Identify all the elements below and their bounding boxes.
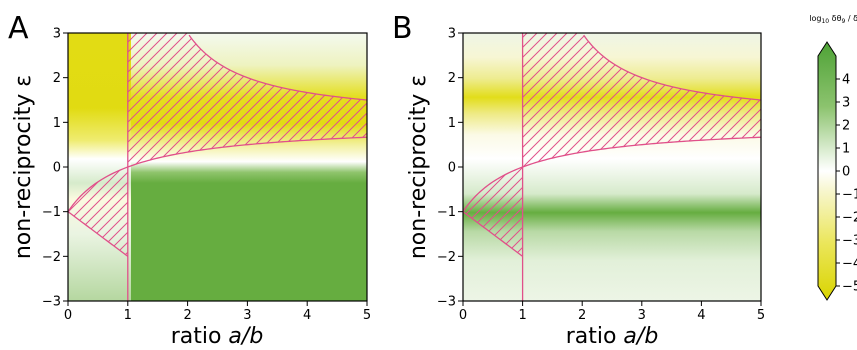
y-tick-label: 3 <box>53 27 61 42</box>
panel-b: B 0 1 2 3 4 5 3 2 1 0 −1 −2 −3 ratio a/b non-recipr… <box>392 11 765 349</box>
colorbar-tick-label: −2 <box>842 211 857 226</box>
boundary-curve-diagonal <box>67 211 129 257</box>
boundary-curve-upper <box>583 34 762 101</box>
hatched-region-right <box>522 33 761 167</box>
panel-label-b: B <box>392 11 413 46</box>
y-tick-label: 3 <box>448 27 456 42</box>
x-tick-label: 0 <box>64 308 72 323</box>
y-tick-label: −3 <box>437 295 456 310</box>
boundary-curve-diagonal <box>462 211 523 257</box>
y-tick-label: 0 <box>448 161 456 176</box>
y-axis-label-a: non-reciprocity ε <box>11 75 36 259</box>
colorbar-tick-label: 1 <box>842 142 850 157</box>
colorbar-tick-label: 0 <box>842 165 850 180</box>
colorbar-ticks: 4 3 2 1 0 −1 −2 −3 −4 −5 <box>836 73 857 295</box>
hatch-overlay-b <box>462 33 762 301</box>
x-tick-label: 3 <box>638 308 646 323</box>
y-tick-label: 2 <box>448 71 456 86</box>
colorbar-bar <box>817 41 837 301</box>
x-tick-label: 3 <box>243 308 251 323</box>
colorbar-tick-label: −3 <box>842 234 857 249</box>
y-tick-label: 1 <box>448 116 456 131</box>
y-tick-label: −1 <box>42 205 61 220</box>
colorbar-tick-label: 4 <box>842 73 850 88</box>
x-tick-label: 4 <box>697 308 705 323</box>
colorbar-label: log10 δθ9 / δθ1 <box>809 14 857 25</box>
y-axis-label-b: non-reciprocity ε <box>406 75 431 259</box>
x-tick-label: 2 <box>183 308 191 323</box>
colorbar: log10 δθ9 / δθ1 4 3 2 1 0 −1 −2 −3 −4 −5 <box>809 14 857 301</box>
y-tick-label: 2 <box>53 71 61 86</box>
y-ticks-a: 3 2 1 0 −1 −2 −3 <box>42 27 68 310</box>
colorbar-tick-label: −5 <box>842 280 857 295</box>
x-ticks-a: 0 1 2 3 4 5 <box>64 301 371 323</box>
hatch-overlay-a <box>67 33 368 301</box>
hatched-region-right <box>127 33 367 167</box>
x-tick-label: 1 <box>518 308 526 323</box>
x-ticks-b: 0 1 2 3 4 5 <box>459 301 765 323</box>
boundary-curve-lower <box>462 136 762 213</box>
y-tick-label: −2 <box>42 250 61 265</box>
colorbar-tick-label: −4 <box>842 257 857 272</box>
x-tick-label: 4 <box>303 308 311 323</box>
x-axis-label-a: ratio a/b <box>171 324 264 349</box>
boundary-curve-upper <box>188 34 368 101</box>
boundary-curve-lower <box>67 136 368 213</box>
y-tick-label: 1 <box>53 116 61 131</box>
y-tick-label: −2 <box>437 250 456 265</box>
x-tick-label: 2 <box>578 308 586 323</box>
y-ticks-b: 3 2 1 0 −1 −2 −3 <box>437 27 463 310</box>
x-tick-label: 0 <box>459 308 467 323</box>
panel-label-a: A <box>8 11 29 46</box>
colorbar-tick-label: 3 <box>842 96 850 111</box>
x-tick-label: 5 <box>363 308 371 323</box>
x-tick-label: 5 <box>757 308 765 323</box>
y-tick-label: −1 <box>437 205 456 220</box>
colorbar-tick-label: −1 <box>842 188 857 203</box>
hatched-region-left <box>463 167 523 257</box>
y-tick-label: 0 <box>53 161 61 176</box>
x-tick-label: 1 <box>124 308 132 323</box>
colorbar-tick-label: 2 <box>842 119 850 134</box>
y-tick-label: −3 <box>42 295 61 310</box>
panel-a: A 0 1 2 3 4 5 3 2 1 0 −1 −2 −3 ratio a/b non-recipr… <box>8 11 371 349</box>
x-axis-label-b: ratio a/b <box>566 324 659 349</box>
hatched-region-left <box>68 167 128 257</box>
